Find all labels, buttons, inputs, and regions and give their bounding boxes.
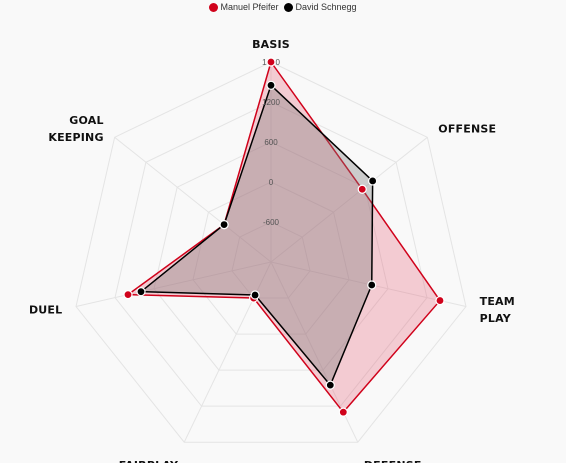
legend-label-manuel-pfeifer: Manuel Pfeifer [220, 2, 279, 12]
point-manuel-pfeifer-team-play [435, 295, 445, 306]
axis-label-fairplay: FAIRPLAY [119, 459, 179, 463]
legend-label-david-schnegg: David Schnegg [295, 2, 357, 12]
grid-ring-3 [114, 101, 428, 407]
series-area-david-schnegg [140, 84, 374, 386]
axis-label-team-play: TEAM PLAY [480, 295, 515, 325]
point-manuel-pfeifer-defense [338, 407, 348, 417]
axis-label-basis: BASIS [252, 38, 290, 51]
grid-spoke-duel [75, 261, 272, 307]
axis-label-goal-keeping: GOAL KEEPING [48, 114, 103, 144]
legend-marker-manuel-pfeifer-icon [209, 2, 219, 12]
tick-label-3: 1200 [262, 98, 280, 107]
point-david-schnegg-fairplay [250, 290, 260, 300]
tick-label-0: -600 [263, 218, 280, 227]
grid-ring-0 [231, 221, 311, 299]
legend-item-manuel-pfeifer[interactable]: Manuel Pfeifer [209, 2, 278, 12]
grid-ring-4 [75, 61, 467, 443]
grid-spoke-offense [270, 136, 428, 263]
point-david-schnegg-team-play [367, 280, 377, 290]
point-manuel-pfeifer-duel [123, 290, 133, 300]
legend-marker-david-schnegg-icon [284, 2, 294, 12]
legend: Manuel Pfeifer David Schnegg [0, 0, 566, 14]
point-manuel-pfeifer-basis [266, 57, 276, 67]
point-david-schnegg-defense [325, 380, 335, 390]
tick-label-1: 0 [269, 178, 274, 187]
point-david-schnegg-goal-keeping [219, 219, 229, 230]
point-manuel-pfeifer-offense [357, 184, 367, 194]
grid-ring-2 [153, 141, 389, 371]
tick-label-2: 600 [264, 138, 278, 147]
grid-spoke-goal-keeping [114, 136, 272, 263]
axis-label-defense: DEFENSE [364, 459, 422, 463]
series-area-manuel-pfeifer [127, 61, 441, 413]
point-david-schnegg-offense [368, 176, 378, 186]
grid-ring-1 [192, 181, 350, 335]
point-david-schnegg-basis [266, 80, 276, 90]
point-david-schnegg-duel [136, 287, 146, 297]
legend-item-david-schnegg[interactable]: David Schnegg [284, 2, 357, 12]
axis-label-duel: DUEL [29, 304, 62, 317]
axis-label-offense: OFFENSE [438, 123, 496, 136]
